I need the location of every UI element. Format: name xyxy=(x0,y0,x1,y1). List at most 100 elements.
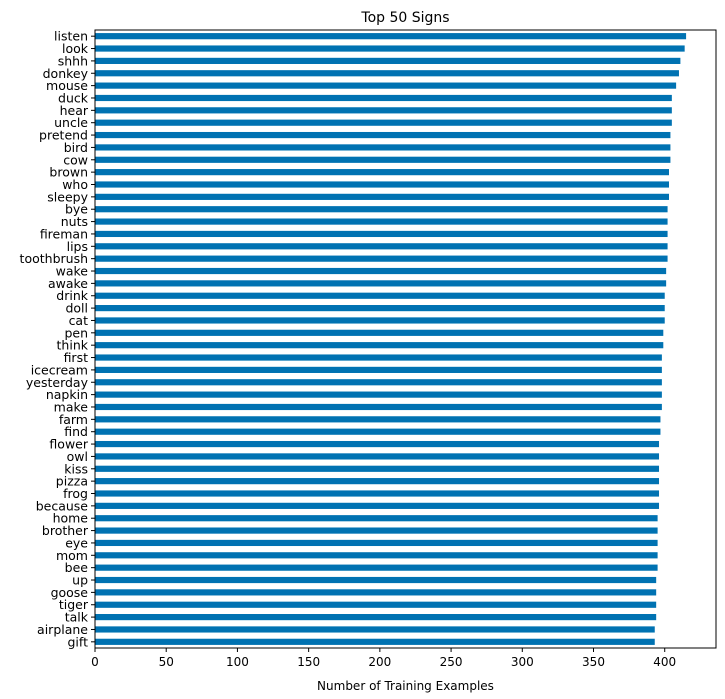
bar-tiger xyxy=(95,601,657,608)
bar-airplane xyxy=(95,626,655,633)
category-label: think xyxy=(57,338,89,353)
category-label: nuts xyxy=(61,214,88,229)
category-label: brown xyxy=(49,165,88,180)
category-label: because xyxy=(36,498,89,513)
bar-frog xyxy=(95,490,660,497)
chart-title: Top 50 Signs xyxy=(360,10,449,26)
bar-first xyxy=(95,354,662,361)
bar-cow xyxy=(95,156,671,163)
bar-think xyxy=(95,342,664,349)
category-label: icecream xyxy=(31,362,88,377)
x-tick-label: 150 xyxy=(297,655,320,669)
bar-cat xyxy=(95,317,665,324)
x-tick-label: 0 xyxy=(91,655,99,669)
category-label: make xyxy=(54,399,89,414)
bar-bye xyxy=(95,206,668,213)
category-label: frog xyxy=(63,486,88,501)
category-label: lips xyxy=(67,239,88,254)
category-label: hear xyxy=(60,103,89,118)
bar-donkey xyxy=(95,70,679,77)
category-label: who xyxy=(62,177,88,192)
category-label: home xyxy=(53,511,89,526)
bar-brown xyxy=(95,169,669,176)
bar-who xyxy=(95,181,669,188)
category-label: up xyxy=(72,573,88,588)
category-labels-group: listenlookshhhdonkeymouseduckhearunclepr… xyxy=(20,29,95,649)
category-label: wake xyxy=(56,264,89,279)
category-label: gift xyxy=(68,634,89,649)
category-label: talk xyxy=(65,610,89,625)
category-label: shhh xyxy=(58,53,88,68)
category-label: owl xyxy=(67,449,88,464)
bar-wake xyxy=(95,267,667,275)
x-tick-label: 50 xyxy=(159,655,174,669)
bars-group xyxy=(95,33,687,645)
category-label: bee xyxy=(65,560,89,575)
bar-farm xyxy=(95,416,661,423)
bar-look xyxy=(95,45,685,52)
bar-hear xyxy=(95,107,672,114)
category-label: find xyxy=(64,424,88,439)
bar-mom xyxy=(95,552,658,559)
bar-brother xyxy=(95,527,658,534)
x-axis-label: Number of Training Examples xyxy=(317,679,494,693)
bar-lips xyxy=(95,243,668,250)
bar-home xyxy=(95,515,658,522)
category-label: duck xyxy=(58,90,89,105)
category-label: cow xyxy=(63,152,88,167)
bar-bird xyxy=(95,144,671,151)
x-ticks-group: 0 50 100 150 200 250 300 350 400 xyxy=(91,648,676,669)
bar-toothbrush xyxy=(95,255,668,262)
x-tick-label: 100 xyxy=(226,655,249,669)
bar-gift xyxy=(95,638,655,645)
category-label: farm xyxy=(59,412,88,427)
category-label: mom xyxy=(56,548,88,563)
bar-goose xyxy=(95,589,657,596)
category-label: bye xyxy=(65,202,88,217)
category-label: look xyxy=(62,41,89,56)
bar-up xyxy=(95,576,657,584)
bar-eye xyxy=(95,539,658,547)
category-label: listen xyxy=(54,29,88,44)
plot-frame xyxy=(94,29,717,649)
category-label: bird xyxy=(64,140,88,155)
bar-find xyxy=(95,428,661,435)
bar-listen xyxy=(95,33,687,40)
category-label: goose xyxy=(51,585,89,600)
category-label: first xyxy=(64,350,89,365)
category-label: sleepy xyxy=(47,189,88,204)
category-label: pizza xyxy=(56,474,88,489)
bar-talk xyxy=(95,614,657,621)
category-label: pretend xyxy=(39,128,88,143)
bar-awake xyxy=(95,280,667,287)
bar-uncle xyxy=(95,119,672,126)
bar-because xyxy=(95,502,660,509)
bar-drink xyxy=(95,292,665,299)
category-label: uncle xyxy=(54,115,88,130)
bar-duck xyxy=(95,94,672,102)
bar-mouse xyxy=(95,82,677,89)
category-label: kiss xyxy=(64,461,88,476)
bar-make xyxy=(95,403,662,411)
bar-kiss xyxy=(95,465,660,472)
bar-fireman xyxy=(95,230,668,238)
bar-pizza xyxy=(95,478,660,485)
bar-pretend xyxy=(95,131,671,139)
category-label: fireman xyxy=(40,226,88,241)
bar-pen xyxy=(95,329,664,336)
x-tick-label: 200 xyxy=(368,655,391,669)
bar-icecream xyxy=(95,366,662,373)
category-label: mouse xyxy=(46,78,88,93)
category-label: tiger xyxy=(59,597,89,612)
bar-owl xyxy=(95,453,660,460)
bar-sleepy xyxy=(95,193,669,200)
x-tick-label: 300 xyxy=(511,655,534,669)
x-tick-label: 350 xyxy=(582,655,605,669)
category-label: donkey xyxy=(43,66,89,81)
x-tick-label: 250 xyxy=(440,655,463,669)
bar-napkin xyxy=(95,391,662,398)
bar-doll xyxy=(95,305,665,312)
bar-shhh xyxy=(95,57,681,64)
category-label: toothbrush xyxy=(20,251,88,266)
